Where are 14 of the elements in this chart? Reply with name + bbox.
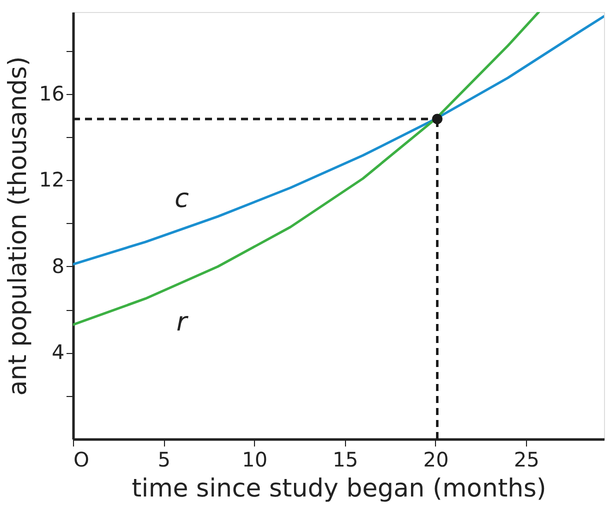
annotation: r	[176, 308, 190, 338]
x-tick-label: O	[74, 448, 90, 472]
y-tick-label: 12	[39, 168, 64, 192]
x-tick-label: 20	[423, 448, 449, 472]
x-tick-label: 5	[158, 448, 170, 472]
x-tick-label: 15	[332, 448, 358, 472]
annotation: c	[174, 184, 189, 214]
y-tick-label: 4	[52, 340, 64, 364]
x-tick-label: 25	[514, 448, 540, 472]
y-tick-label: 16	[39, 81, 64, 106]
x-axis-title: time since study began (months)	[132, 474, 546, 502]
y-tick-label: 8	[52, 254, 64, 278]
x-tick-label: 10	[242, 448, 268, 472]
y-axis-title: ant population (thousands)	[3, 56, 32, 396]
